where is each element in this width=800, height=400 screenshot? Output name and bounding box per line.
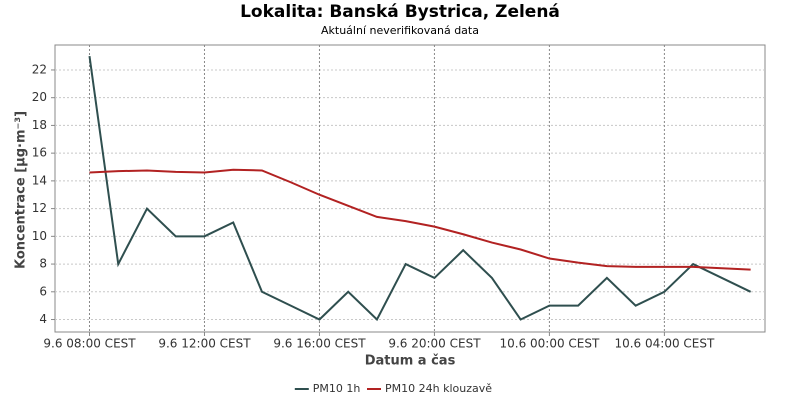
series-line xyxy=(89,168,751,271)
x-tick-label: 9.6 20:00 CEST xyxy=(388,337,481,351)
x-tick-label: 9.6 16:00 CEST xyxy=(273,337,366,351)
y-tick-label: 8 xyxy=(39,257,47,271)
y-axis-label: Koncentrace [µg·m⁻³] xyxy=(14,111,29,269)
series-line xyxy=(88,55,752,322)
y-tick-label: 16 xyxy=(32,146,47,160)
plot-frame xyxy=(54,44,766,333)
y-tick-label: 10 xyxy=(32,229,47,243)
y-tick-label: 18 xyxy=(32,118,47,132)
x-tick-label: 10.6 04:00 CEST xyxy=(614,337,715,351)
y-tick-label: 20 xyxy=(32,90,47,104)
y-tick-label: 22 xyxy=(32,62,47,76)
y-tick-label: 4 xyxy=(39,312,47,326)
y-tick-label: 12 xyxy=(32,201,47,215)
legend-label: PM10 1h xyxy=(313,382,361,395)
x-tick-label: 9.6 12:00 CEST xyxy=(158,337,251,351)
legend-label: PM10 24h klouzavě xyxy=(385,382,492,395)
x-tick-label: 9.6 08:00 CEST xyxy=(43,337,136,351)
y-tick-label: 14 xyxy=(32,173,47,187)
y-tick-label: 6 xyxy=(39,284,47,298)
chart-subtitle: Aktuální neverifikovaná data xyxy=(321,24,479,37)
x-tick-label: 10.6 00:00 CEST xyxy=(499,337,600,351)
chart-title: Lokalita: Banská Bystrica, Zelená xyxy=(240,2,560,22)
x-axis-label: Datum a čas xyxy=(365,354,456,369)
